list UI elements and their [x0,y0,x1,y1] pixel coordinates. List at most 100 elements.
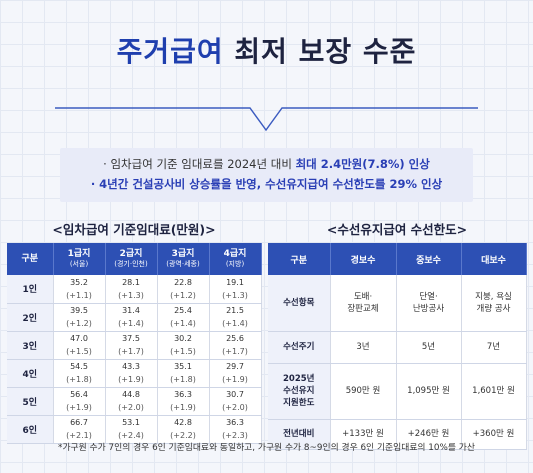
column-header-sub: (서울) [69,260,89,268]
repair-value: 3년 [330,331,397,364]
repair-value: 1,601만 원 [461,363,527,420]
rent-table: 구분 1급지 (서울) 2급지 (경기·인천) 3급지 (광역·세종) 4급지 (지방) 1인 3… [7,243,262,444]
row-header: 6인 [7,415,54,444]
table-row: (+1.5) (+1.7) (+1.5) (+1.7) [7,345,262,360]
rent-change: (+1.5) [53,345,106,360]
row-header: 4인 [7,359,54,388]
rent-value: 36.3 [209,415,262,429]
repair-value: +360만 원 [461,419,527,450]
repair-value: +133만 원 [330,419,397,450]
rent-change: (+1.7) [105,345,158,360]
table-row: (+1.9) (+2.0) (+1.9) (+2.0) [7,401,262,416]
rent-value: 44.8 [105,387,158,401]
rent-value: 25.4 [157,303,210,317]
rent-value: 66.7 [53,415,106,429]
table-row: 수선주기 3년 5년 7년 [268,331,527,364]
rent-change: (+1.3) [105,289,158,304]
repair-value: 590만 원 [330,363,397,420]
info-line-1: · 임차급여 기준 임대료를 2024년 대비 최대 2.4만원(7.8%) 인… [103,157,430,171]
column-header-sub: (경기·인천) [114,260,148,268]
column-header: 경보수 [330,243,397,275]
rent-value: 35.2 [53,275,106,289]
repair-value: 5년 [396,331,462,364]
info-line-1-bold: 최대 2.4만원(7.8%) 인상 [295,157,430,171]
rent-value: 56.4 [53,387,106,401]
rent-value: 29.7 [209,359,262,373]
row-header: 2인 [7,303,54,332]
column-header: 구분 [268,243,331,275]
table-row: 4인 54.5 43.3 35.1 29.7 [7,359,262,388]
rent-change: (+1.5) [157,345,210,360]
repair-value: 7년 [461,331,527,364]
rent-value: 30.7 [209,387,262,401]
rent-change: (+1.7) [209,345,262,360]
table-row: (+1.2) (+1.4) (+1.4) (+1.4) [7,317,262,332]
rent-value: 31.4 [105,303,158,317]
rent-change: (+1.3) [209,289,262,304]
column-header-main: 1급지 [67,249,91,259]
repair-value: 단열· 난방공사 [396,275,462,332]
table-row: (+1.1) (+1.3) (+1.2) (+1.3) [7,289,262,304]
rent-change: (+2.3) [209,429,262,444]
table-row: 5인 56.4 44.8 36.3 30.7 [7,387,262,416]
repair-value: 지붕, 욕실 개량 공사 [461,275,527,332]
right-table-title: <수선유지급여 수선한도> [326,222,468,237]
rent-change: (+2.4) [105,429,158,444]
row-header: 전년대비 [268,419,331,450]
chevron-down-icon [55,107,478,132]
column-header: 구분 [7,243,54,275]
table-row: (+1.8) (+1.9) (+1.8) (+1.9) [7,373,262,388]
rent-change: (+1.4) [209,317,262,332]
row-header: 3인 [7,331,54,360]
rent-value: 43.3 [105,359,158,373]
rent-change: (+1.9) [157,401,210,416]
repair-value: +246만 원 [396,419,462,450]
column-header: 3급지 (광역·세종) [157,243,210,275]
column-header-main: 3급지 [171,249,195,259]
title-rest: 최저 보장 수준 [234,35,417,68]
rent-change: (+1.2) [53,317,106,332]
table-row: 3인 47.0 37.5 30.2 25.6 [7,331,262,360]
rent-value: 22.8 [157,275,210,289]
rent-value: 28.1 [105,275,158,289]
info-line-2: · 4년간 건설공사비 상승률을 반영, 수선유지급여 수선한도를 29% 인상 [90,177,443,191]
rent-change: (+2.1) [53,429,106,444]
column-header: 중보수 [396,243,462,275]
table-row: 2인 39.5 31.4 25.4 21.5 [7,303,262,332]
row-header: 수선항목 [268,275,331,332]
rent-value: 54.5 [53,359,106,373]
rent-change: (+2.0) [105,401,158,416]
column-header-sub: (광역·세종) [166,260,200,268]
header-row: 구분 경보수 중보수 대보수 [268,243,527,275]
table-row: (+2.1) (+2.4) (+2.2) (+2.3) [7,429,262,444]
rent-change: (+1.8) [53,373,106,388]
row-header: 수선주기 [268,331,331,364]
table-row: 수선항목 도배· 장판교체 단열· 난방공사 지붕, 욕실 개량 공사 [268,275,527,332]
info-box: · 임차급여 기준 임대료를 2024년 대비 최대 2.4만원(7.8%) 인… [60,148,473,202]
column-header-main: 구분 [21,254,39,264]
rent-value: 39.5 [53,303,106,317]
rent-change: (+1.9) [209,373,262,388]
repair-value: 1,095만 원 [396,363,462,420]
column-header: 4급지 (지방) [209,243,262,275]
rent-change: (+1.8) [157,373,210,388]
rent-value: 19.1 [209,275,262,289]
column-header-main: 4급지 [223,249,247,259]
repair-table: 구분 경보수 중보수 대보수 수선항목 도배· 장판교체 단열· 난방공사 지붕, 욕실 개량 공… [268,243,527,450]
rent-value: 36.3 [157,387,210,401]
row-header: 2025년 수선유지 지원한도 [268,363,331,420]
rent-change: (+1.4) [105,317,158,332]
row-header: 5인 [7,387,54,416]
rent-value: 42.8 [157,415,210,429]
rent-value: 53.1 [105,415,158,429]
column-header-main: 2급지 [119,249,143,259]
rent-value: 25.6 [209,331,262,345]
table-row: 1인 35.2 28.1 22.8 19.1 [7,275,262,304]
rent-change: (+1.2) [157,289,210,304]
rent-value: 35.1 [157,359,210,373]
rent-change: (+2.2) [157,429,210,444]
repair-value: 도배· 장판교체 [330,275,397,332]
rent-change: (+1.9) [105,373,158,388]
column-header: 대보수 [461,243,527,275]
rent-change: (+1.4) [157,317,210,332]
